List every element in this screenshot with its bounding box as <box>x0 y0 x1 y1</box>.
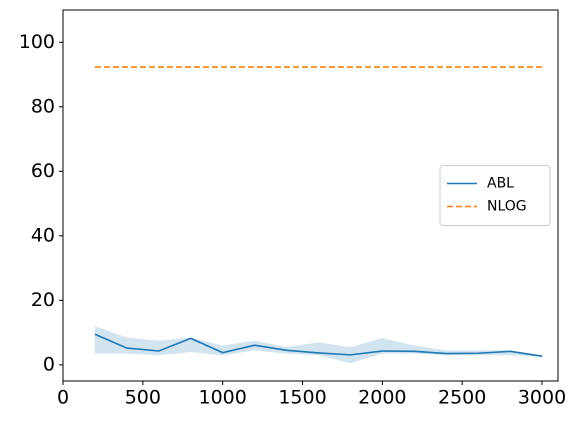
plot-frame <box>62 9 559 382</box>
legend: ABL NLOG <box>439 165 551 226</box>
y-tick-label: 60 <box>31 160 55 182</box>
y-tick-label: 80 <box>31 95 55 117</box>
x-tick-label: 3000 <box>518 387 566 409</box>
x-tick-label: 1500 <box>278 387 326 409</box>
legend-label: NLOG <box>487 199 527 215</box>
x-tick-label: 2500 <box>438 387 486 409</box>
legend-box <box>439 165 551 226</box>
x-tick-label: 1000 <box>198 387 246 409</box>
legend-label: ABL <box>487 176 514 192</box>
y-tick-label: 20 <box>31 289 55 311</box>
y-tick-label: 40 <box>31 224 55 246</box>
x-tick-label: 0 <box>57 387 69 409</box>
y-tick-label: 0 <box>43 353 55 375</box>
band <box>94 326 543 364</box>
x-tick-label: 2000 <box>358 387 406 409</box>
line <box>94 333 543 357</box>
x-tick-label: 500 <box>125 387 161 409</box>
y-tick-label: 100 <box>19 31 55 53</box>
